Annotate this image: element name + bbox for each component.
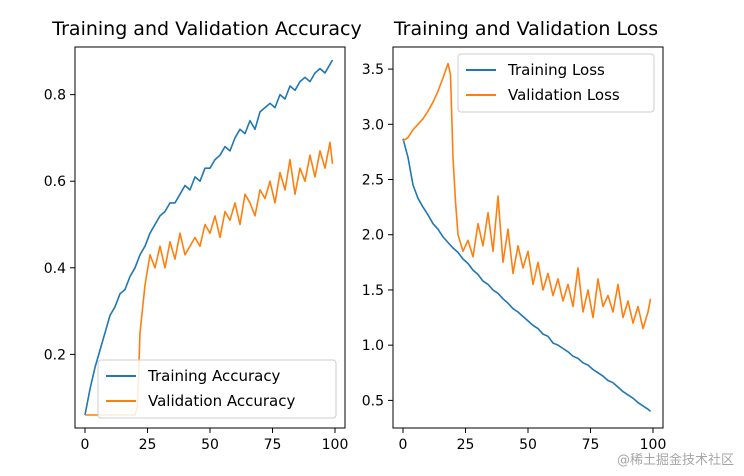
legend-box xyxy=(457,53,655,113)
chart-title: Training and Validation Accuracy xyxy=(51,18,361,40)
x-tick-label: 75 xyxy=(264,437,282,453)
y-tick-label: 0.6 xyxy=(44,174,66,190)
loss-chart: Training and Validation Loss 0 25 50 75 100 0.… xyxy=(362,18,667,453)
y-tick-label: 0.4 xyxy=(44,261,66,277)
legend: Training Loss Validation Loss xyxy=(457,53,655,113)
legend-label: Training Accuracy xyxy=(147,367,281,385)
accuracy-chart: Training and Validation Accuracy 0 25 50 75 1… xyxy=(44,18,362,453)
x-tick-label: 0 xyxy=(399,437,408,453)
x-tick-label: 75 xyxy=(582,437,600,453)
legend-label: Validation Loss xyxy=(508,86,620,104)
watermark: @稀土掘金技术社区 xyxy=(616,453,734,468)
y-tick-label: 0.2 xyxy=(44,347,66,363)
legend-label: Training Loss xyxy=(507,61,605,79)
x-tick-label: 50 xyxy=(519,437,537,453)
x-tick-label: 50 xyxy=(201,437,219,453)
x-tick-label: 100 xyxy=(640,437,667,453)
y-tick-label: 0.5 xyxy=(362,393,384,409)
x-tick-label: 0 xyxy=(81,437,90,453)
legend-box xyxy=(97,359,337,419)
y-tick-label: 0.8 xyxy=(44,88,66,104)
series-line-validation xyxy=(402,62,652,330)
x-tick-label: 25 xyxy=(457,437,475,453)
x-tick-label: 100 xyxy=(322,437,349,453)
series-line-training xyxy=(402,138,652,413)
y-tick-label: 1.0 xyxy=(362,338,384,354)
y-tick-label: 2.5 xyxy=(362,173,384,189)
y-tick-label: 2.0 xyxy=(362,228,384,244)
y-tick-label: 3.0 xyxy=(362,117,384,133)
legend: Training Accuracy Validation Accuracy xyxy=(97,359,337,419)
series-line-training xyxy=(84,59,334,416)
y-tick-label: 3.5 xyxy=(362,62,384,78)
x-tick-label: 25 xyxy=(139,437,157,453)
y-tick-label: 1.5 xyxy=(362,283,384,299)
chart-title: Training and Validation Loss xyxy=(393,18,658,40)
legend-label: Validation Accuracy xyxy=(148,392,295,410)
